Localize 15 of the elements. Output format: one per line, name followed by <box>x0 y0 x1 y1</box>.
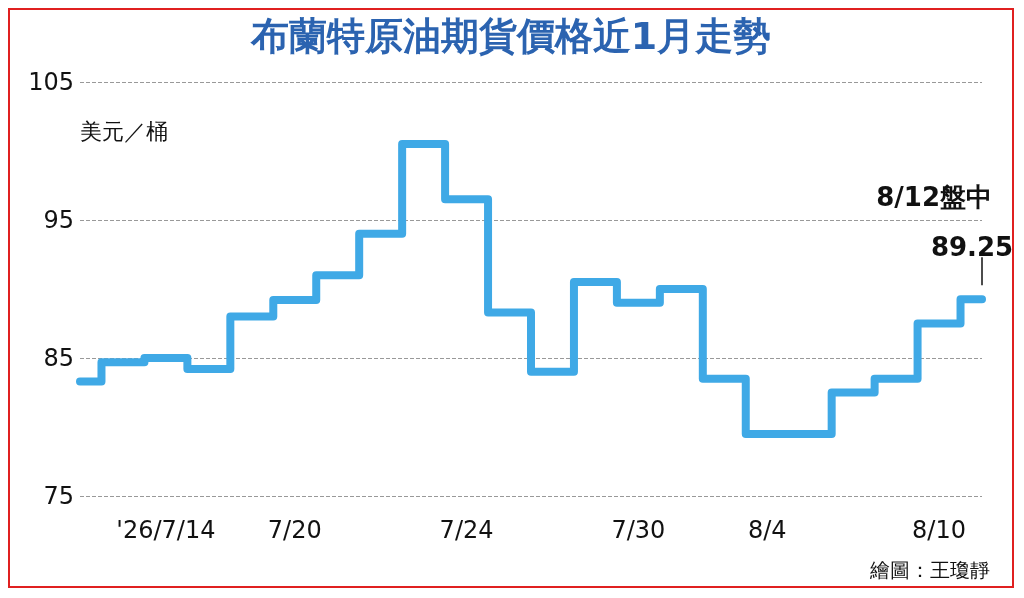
data-label: 89.25 <box>930 232 1014 263</box>
x-tick-label: 7/20 <box>267 516 322 544</box>
y-tick-label: 95 <box>43 206 74 234</box>
x-tick-label: 7/24 <box>439 516 494 544</box>
x-tick-label: '26/7/14 <box>116 516 216 544</box>
x-tick-label: 8/10 <box>912 516 966 544</box>
y-axis-title: 美元／桶 <box>80 118 168 144</box>
annotation: 8/12盤中 <box>876 182 992 213</box>
x-tick-label: 8/4 <box>747 516 787 544</box>
y-tick-label: 85 <box>43 344 74 372</box>
text: 繪圖：王瓊靜 <box>869 558 990 582</box>
y-tick-label: 105 <box>28 68 74 96</box>
x-tick-label: 7/30 <box>611 516 666 544</box>
y-tick-label: 75 <box>43 482 74 510</box>
chart-title: 布蘭特原油期貨價格近1月走勢 <box>249 14 772 58</box>
